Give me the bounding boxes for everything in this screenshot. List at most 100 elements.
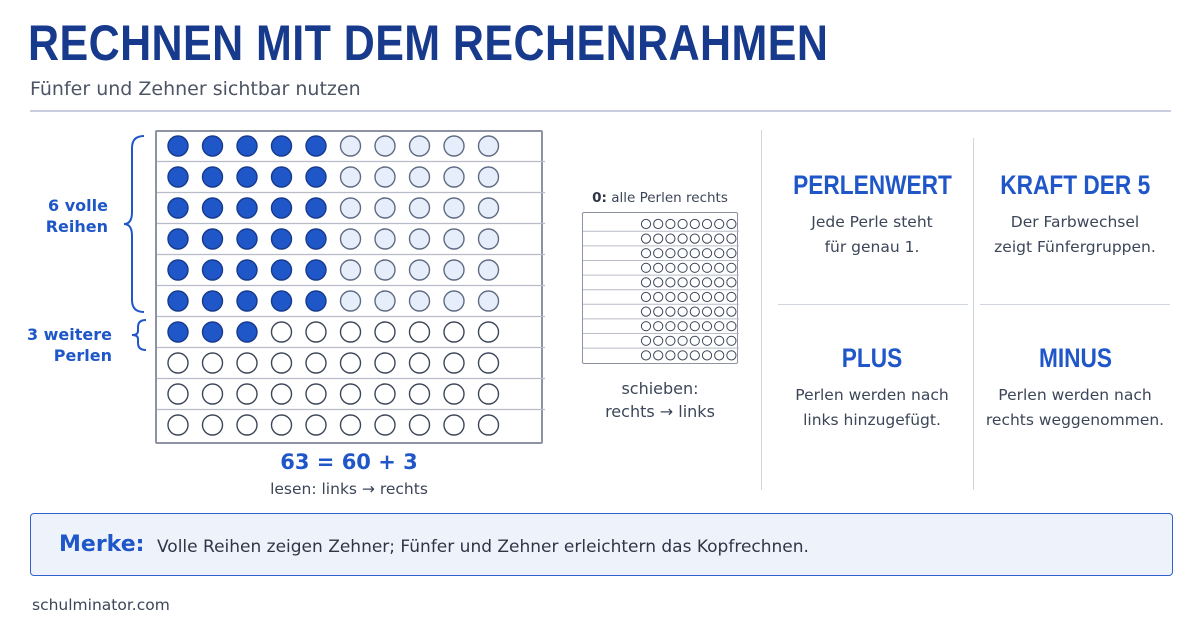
abacus-frame <box>155 130 545 444</box>
abacus-bead <box>270 197 293 219</box>
mini-abacus-bead <box>689 291 700 303</box>
abacus-bead <box>374 414 396 436</box>
remember-text: Volle Reihen zeigen Zehner; Fünfer und Z… <box>157 537 809 557</box>
mini-abacus-bead <box>714 218 725 230</box>
mini-abacus-bead <box>689 277 700 288</box>
abacus-bead <box>477 166 500 188</box>
brace-extra-beads <box>131 319 147 351</box>
abacus-bead <box>339 197 362 219</box>
mini-abacus-bead <box>640 262 652 273</box>
card-title: PLUS <box>841 343 903 373</box>
mini-abacus-bead <box>640 306 652 317</box>
abacus-bead <box>305 414 327 436</box>
abacus-bead <box>236 290 258 312</box>
abacus-bead <box>443 228 465 250</box>
divider-horizontal-right <box>980 304 1170 305</box>
mini-abacus-bead <box>726 233 737 244</box>
abacus-bead <box>236 166 258 188</box>
mini-abacus-bead <box>726 350 737 361</box>
mini-abacus-bead <box>714 350 725 361</box>
abacus-bead <box>477 228 500 250</box>
abacus-bead <box>305 135 327 157</box>
abacus-bead <box>201 259 224 281</box>
mini-abacus-bead <box>701 350 713 361</box>
abacus-bead <box>339 135 362 157</box>
abacus-bead <box>236 383 258 405</box>
mini-abacus-beads <box>583 218 739 361</box>
abacus-bead <box>443 259 465 281</box>
abacus-bead <box>305 290 327 312</box>
mini-abacus-bead <box>653 291 664 303</box>
abacus-bead <box>201 414 224 436</box>
abacus-bead <box>374 166 396 188</box>
abacus-bead <box>374 135 396 157</box>
abacus-bead <box>339 259 362 281</box>
abacus-bead <box>167 166 189 188</box>
mini-abacus-bead <box>653 233 664 244</box>
abacus-bead <box>201 228 224 250</box>
abacus-bead <box>167 414 189 436</box>
mini-abacus-bead <box>653 218 664 230</box>
equation: 63 = 60 + 3 <box>280 450 418 474</box>
card-plus: PLUS Perlen werden nach links hinzugefügt… <box>774 343 970 433</box>
abacus-bead <box>477 135 500 157</box>
abacus-bead <box>374 228 396 250</box>
abacus-bead <box>167 228 189 250</box>
abacus-bead <box>443 321 465 343</box>
abacus-bead <box>236 135 258 157</box>
abacus-bead <box>305 166 327 188</box>
page-subtitle: Fünfer und Zehner sichtbar nutzen <box>30 78 361 100</box>
divider-vertical-left <box>761 130 762 490</box>
abacus-bead <box>408 383 431 405</box>
card-text: Jede Perle steht für genau 1. <box>811 213 933 256</box>
abacus-bead <box>201 383 224 405</box>
mini-abacus-bead <box>653 321 664 332</box>
abacus-bead <box>443 414 465 436</box>
abacus-bead <box>305 228 327 250</box>
abacus-bead <box>201 321 224 343</box>
mini-abacus-bead <box>640 350 652 361</box>
mini-abacus-bead <box>701 321 713 332</box>
abacus-bead <box>443 352 465 374</box>
mini-abacus-bead <box>640 277 652 288</box>
mini-abacus-bead <box>665 350 676 361</box>
reading-direction: lesen: links → rechts <box>270 480 428 498</box>
mini-abacus-bead <box>665 306 676 317</box>
abacus-bead <box>270 414 293 436</box>
abacus-beads <box>157 135 545 436</box>
mini-abacus-bead <box>640 233 652 244</box>
mini-abacus-bead <box>677 248 688 259</box>
footer-source: schulminator.com <box>32 596 170 614</box>
mini-abacus-bead <box>665 262 676 273</box>
mini-abacus-bead <box>640 248 652 259</box>
abacus-bead <box>167 197 189 219</box>
brace-full-rows <box>123 135 145 313</box>
mini-abacus-bead <box>640 335 652 346</box>
abacus-bead <box>477 290 500 312</box>
abacus-bead <box>339 166 362 188</box>
abacus-bead <box>201 135 224 157</box>
title-divider <box>30 110 1171 112</box>
mini-abacus-bead <box>714 335 725 346</box>
abacus-bead <box>236 259 258 281</box>
mini-abacus-bead <box>689 335 700 346</box>
abacus-bead <box>477 321 500 343</box>
abacus-bead <box>270 383 293 405</box>
abacus-bead <box>201 352 224 374</box>
push-instruction: schieben: rechts → links <box>605 379 715 421</box>
card-perlenwert: PERLENWERT Jede Perle steht für genau 1. <box>774 170 970 260</box>
mini-abacus-bead <box>701 233 713 244</box>
abacus-bead <box>477 259 500 281</box>
mini-abacus-bead <box>689 248 700 259</box>
abacus-bead <box>167 135 189 157</box>
mini-abacus-bead <box>665 277 676 288</box>
card-title: PERLENWERT <box>792 170 952 200</box>
mini-abacus-bead <box>677 233 688 244</box>
abacus-bead <box>408 197 431 219</box>
abacus-bead <box>374 321 396 343</box>
mini-abacus-bead <box>653 277 664 288</box>
mini-abacus-bead <box>714 306 725 317</box>
mini-abacus-bead <box>714 233 725 244</box>
mini-abacus-bead <box>714 277 725 288</box>
mini-abacus-bead <box>726 335 737 346</box>
